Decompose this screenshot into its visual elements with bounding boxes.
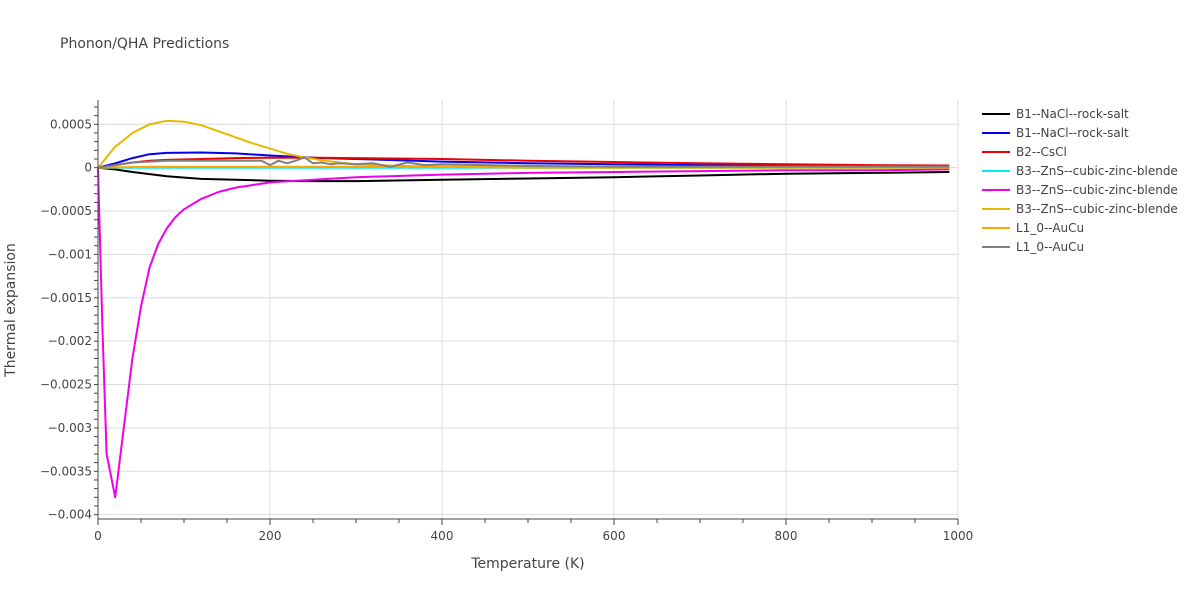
y-tick-label: −0.0005 <box>40 204 92 218</box>
y-tick-label: −0.001 <box>48 247 92 261</box>
y-tick-label: −0.004 <box>48 508 92 522</box>
legend-item-6[interactable]: L1_0--AuCu <box>982 221 1084 235</box>
x-axis-title: Temperature (K) <box>470 556 584 572</box>
chart-title: Phonon/QHA Predictions <box>60 36 230 52</box>
series-line-4 <box>97 167 950 499</box>
legend[interactable]: B1--NaCl--rock-salt B1--NaCl--rock-salt B2… <box>982 107 1178 254</box>
legend-label: B1--NaCl--rock-salt <box>1016 107 1129 121</box>
y-tick-label: −0.002 <box>48 334 92 348</box>
legend-label: L1_0--AuCu <box>1016 240 1084 254</box>
y-tick-label: −0.0035 <box>40 464 92 478</box>
series-line-7 <box>97 156 950 169</box>
series-lines <box>97 119 950 499</box>
legend-item-2[interactable]: B2--CsCl <box>982 145 1067 159</box>
legend-label: B1--NaCl--rock-salt <box>1016 126 1129 140</box>
x-tick-label: 1000 <box>943 529 974 543</box>
axes <box>94 100 959 525</box>
x-tick-label: 400 <box>431 529 454 543</box>
x-tick-label: 0 <box>94 529 102 543</box>
legend-item-3[interactable]: B3--ZnS--cubic-zinc-blende <box>982 164 1178 178</box>
x-tick-label: 800 <box>775 529 798 543</box>
tick-labels: 0 200 400 600 800 1000 0.0005 0 −0.0005 −0.001 −0.… <box>40 117 973 543</box>
y-tick-label: 0.0005 <box>50 117 92 131</box>
y-tick-label: −0.0015 <box>40 291 92 305</box>
x-tick-label: 200 <box>259 529 282 543</box>
grid-lines <box>98 100 959 519</box>
legend-item-4[interactable]: B3--ZnS--cubic-zinc-blende <box>982 183 1178 197</box>
legend-label: L1_0--AuCu <box>1016 221 1084 235</box>
legend-item-5[interactable]: B3--ZnS--cubic-zinc-blende <box>982 202 1178 216</box>
legend-item-1[interactable]: B1--NaCl--rock-salt <box>982 126 1129 140</box>
x-tick-label: 600 <box>603 529 626 543</box>
y-tick-label: −0.0025 <box>40 378 92 392</box>
y-tick-label: 0 <box>84 161 92 175</box>
legend-label: B2--CsCl <box>1016 145 1067 159</box>
legend-label: B3--ZnS--cubic-zinc-blende <box>1016 202 1178 216</box>
legend-item-0[interactable]: B1--NaCl--rock-salt <box>982 107 1129 121</box>
y-tick-label: −0.003 <box>48 421 92 435</box>
series-line-0 <box>97 166 950 183</box>
y-axis-title: Thermal expansion <box>3 243 19 378</box>
legend-label: B3--ZnS--cubic-zinc-blende <box>1016 164 1178 178</box>
legend-label: B3--ZnS--cubic-zinc-blende <box>1016 183 1178 197</box>
legend-item-7[interactable]: L1_0--AuCu <box>982 240 1084 254</box>
